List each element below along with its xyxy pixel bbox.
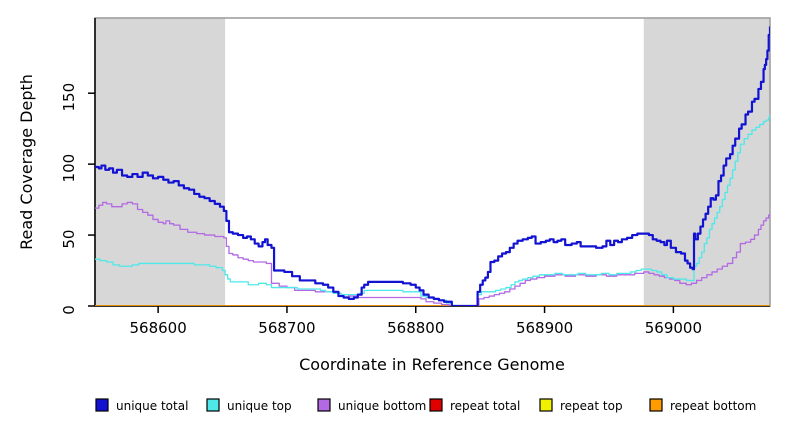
legend-label: repeat bottom [670, 399, 756, 413]
series-line-unique-top [95, 114, 770, 306]
legend-label: repeat top [560, 399, 623, 413]
y-tick-label: 150 [60, 83, 78, 112]
legend-item: repeat bottom [649, 398, 756, 413]
series-line-unique-bottom [95, 201, 770, 306]
legend-item: unique top [206, 398, 292, 413]
legend-swatch [649, 398, 663, 412]
y-tick-label: 50 [60, 230, 78, 249]
series-lines [95, 26, 770, 306]
y-tick-label: 0 [60, 305, 78, 315]
legend-item: repeat total [429, 398, 520, 413]
legend-item: unique bottom [317, 398, 426, 413]
series-line-unique-total [95, 26, 770, 306]
x-axis-title: Coordinate in Reference Genome [299, 355, 565, 374]
legend-label: unique total [116, 399, 188, 413]
y-axis-title: Read Coverage Depth [17, 74, 36, 250]
legend-item: repeat top [539, 398, 623, 413]
shaded-region-bands [95, 18, 770, 306]
x-tick-label: 568700 [258, 319, 315, 337]
legend-swatch [317, 398, 331, 412]
x-tick-label: 568800 [387, 319, 444, 337]
legend-swatch [539, 398, 553, 412]
shaded-band [643, 18, 770, 306]
x-tick-label: 569000 [645, 319, 702, 337]
legend: unique total unique top unique bottom repea… [95, 398, 756, 413]
y-tick-label: 100 [60, 154, 78, 183]
legend-label: repeat total [450, 399, 520, 413]
legend-item: unique total [95, 398, 188, 413]
legend-swatch [95, 398, 109, 412]
legend-swatch [206, 398, 220, 412]
x-tick-label: 568900 [516, 319, 573, 337]
legend-swatch [429, 398, 443, 412]
x-tick-label: 568600 [129, 319, 186, 337]
shaded-band [95, 18, 226, 306]
legend-label: unique bottom [338, 399, 426, 413]
legend-label: unique top [227, 399, 292, 413]
